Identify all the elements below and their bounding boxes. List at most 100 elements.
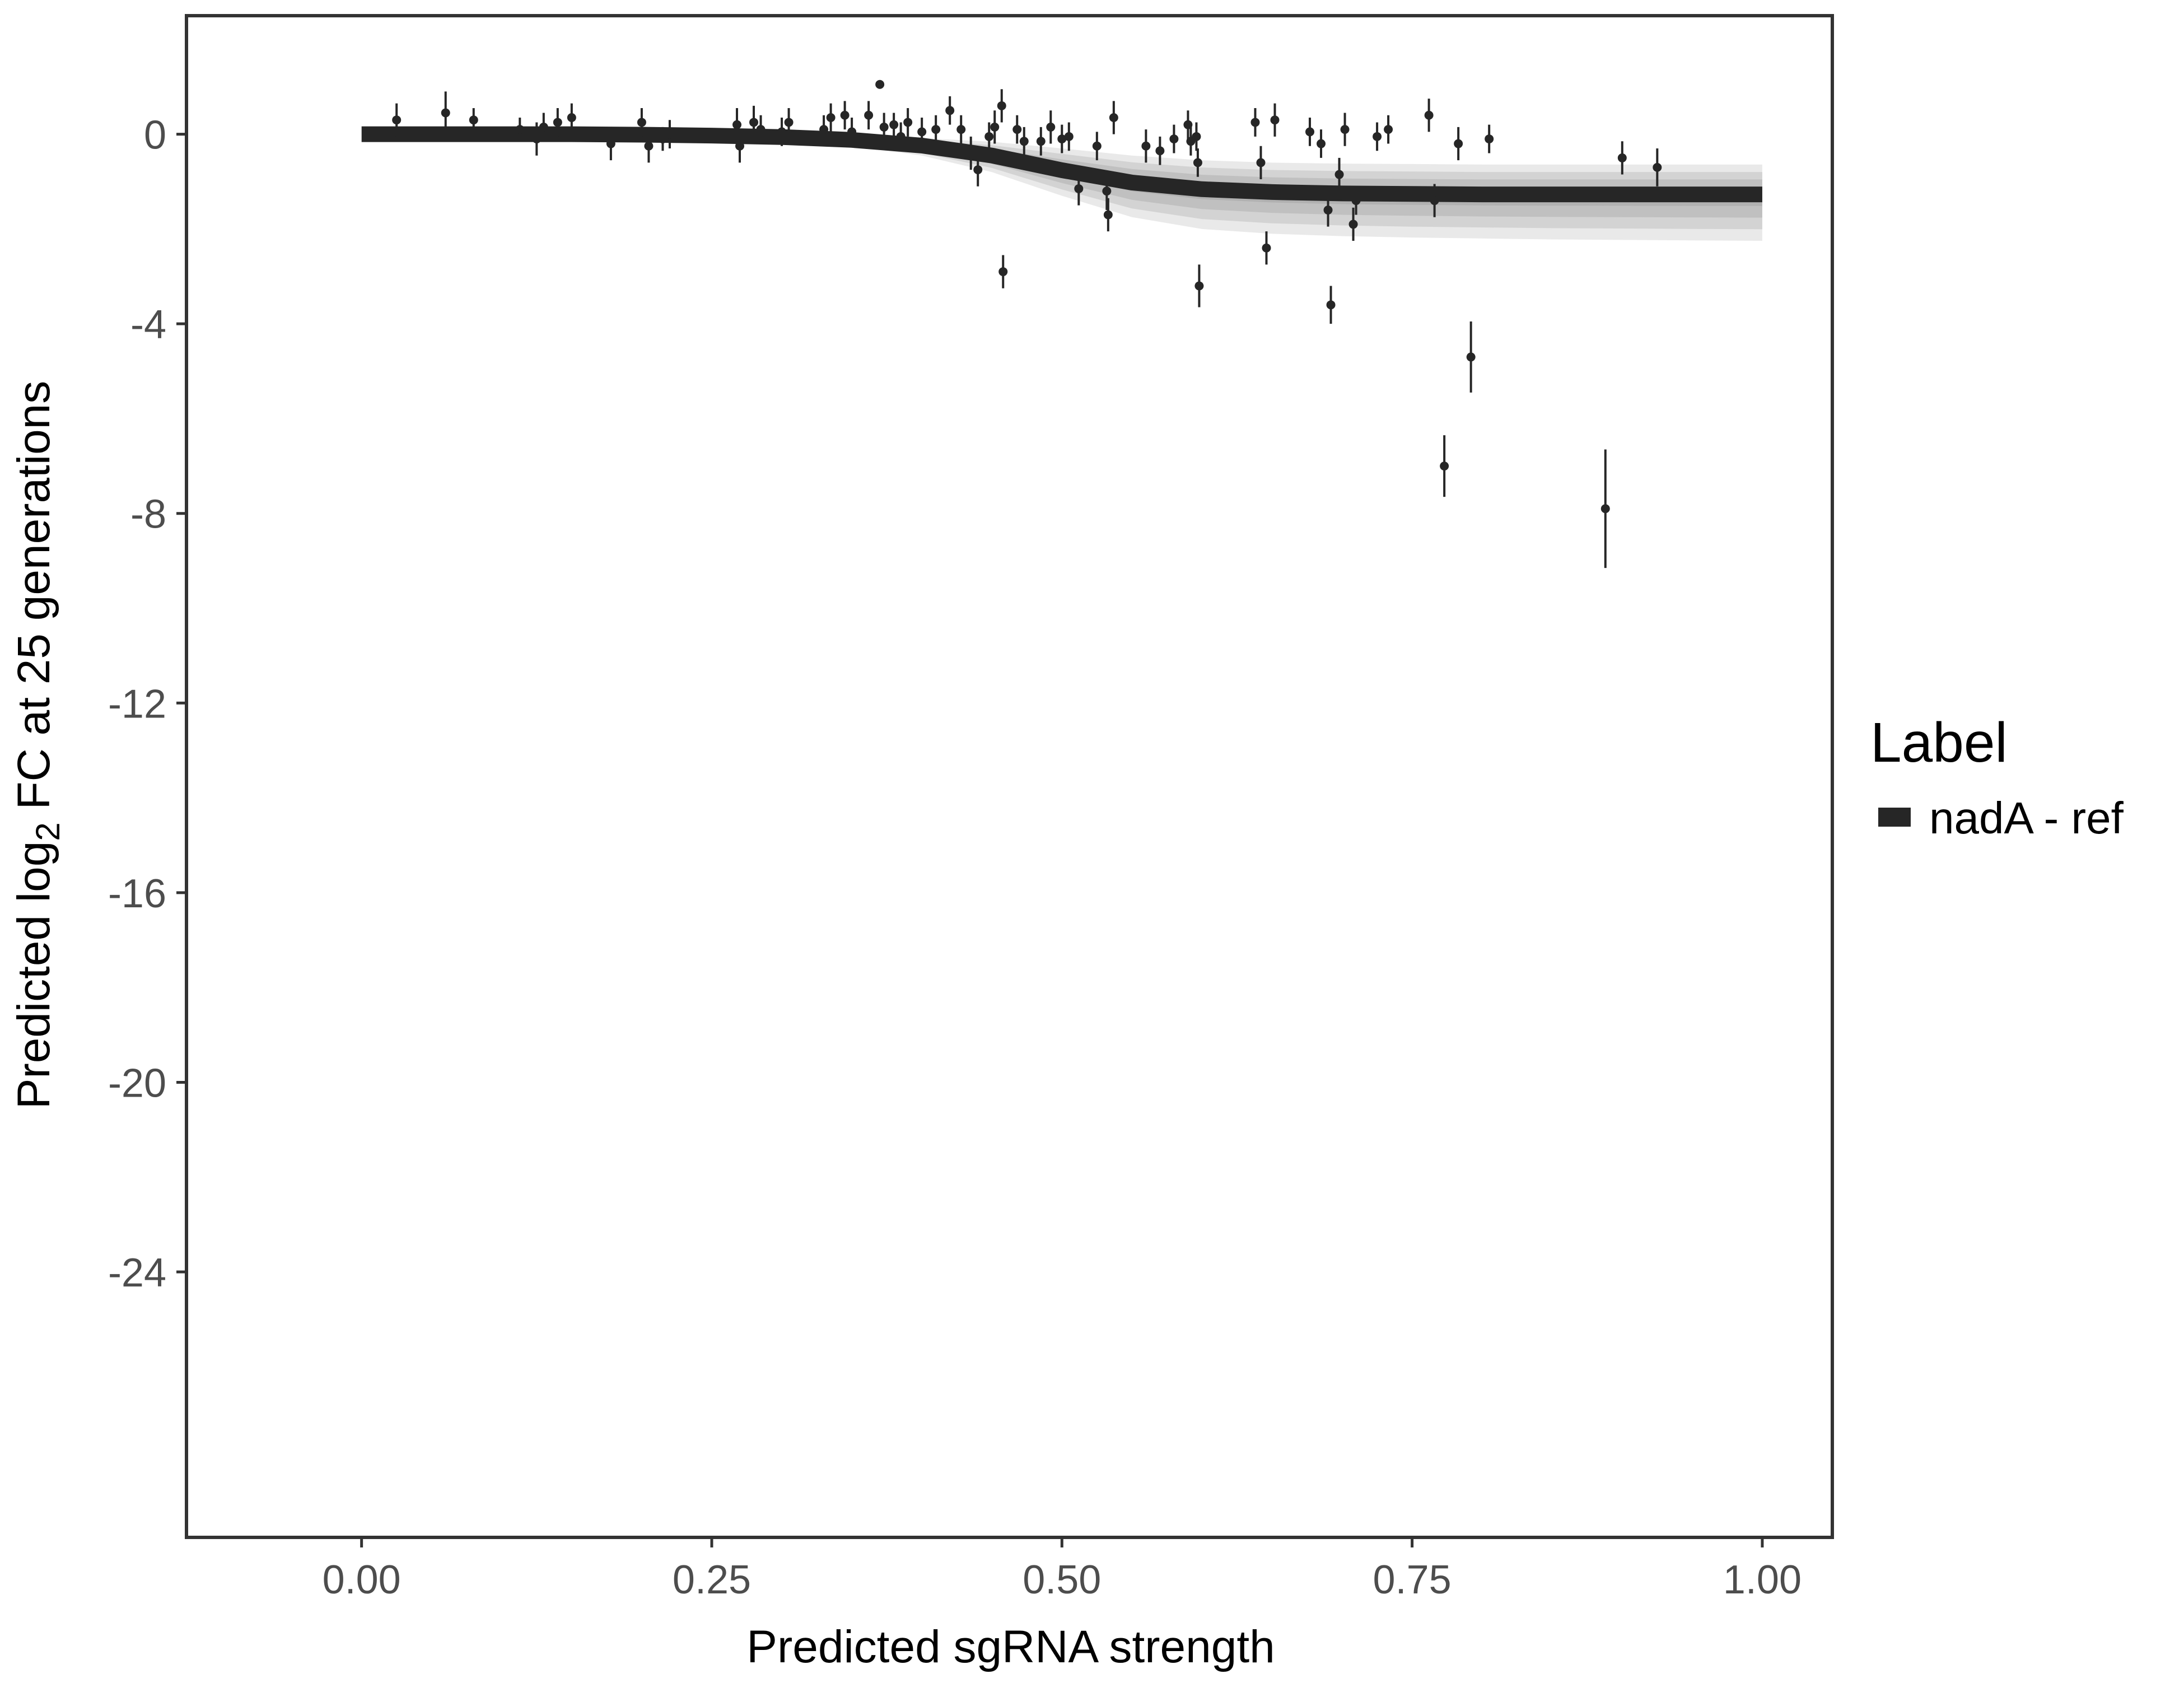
- data-point-20: [819, 115, 829, 144]
- point-marker: [1250, 118, 1260, 127]
- point-marker: [1373, 132, 1382, 141]
- data-point-54: [1183, 110, 1193, 139]
- y-axis-title-prefix: Predicted log: [8, 841, 59, 1109]
- data-point-56: [1192, 122, 1201, 151]
- point-marker: [392, 115, 402, 125]
- point-marker: [1192, 132, 1201, 141]
- data-point-60: [1256, 146, 1266, 180]
- data-point-59: [1250, 108, 1260, 137]
- point-marker: [1600, 504, 1610, 514]
- point-marker: [1454, 139, 1463, 148]
- data-point-44: [1057, 124, 1067, 153]
- point-marker: [879, 122, 889, 132]
- data-point-23: [847, 117, 857, 146]
- x-axis-title: Predicted sgRNA strength: [746, 1621, 1275, 1672]
- fit-curve-nadA-ref: [361, 126, 1762, 203]
- point-marker: [1466, 352, 1476, 362]
- point-marker: [896, 132, 906, 141]
- legend-title: Label: [1870, 711, 2008, 774]
- point-marker: [1305, 127, 1315, 137]
- point-marker: [777, 127, 787, 137]
- data-point-81: [1653, 148, 1662, 187]
- point-marker: [998, 267, 1008, 277]
- point-marker: [1326, 300, 1336, 310]
- x-tick-label: 0.00: [323, 1558, 401, 1602]
- point-marker: [784, 118, 794, 127]
- point-marker: [1340, 125, 1350, 134]
- data-point-69: [1348, 207, 1358, 241]
- point-marker: [966, 148, 976, 158]
- plot-panel-border: [185, 14, 1834, 1539]
- point-marker: [532, 134, 542, 144]
- data-point-76: [1454, 127, 1463, 161]
- fit-curve-layer: [361, 126, 1762, 203]
- data-point-28: [896, 122, 906, 151]
- data-point-33: [956, 115, 966, 144]
- data-point-7: [553, 108, 562, 137]
- data-point-15: [735, 129, 745, 163]
- data-point-10: [637, 108, 646, 137]
- point-marker: [1169, 134, 1179, 144]
- point-marker: [1351, 196, 1361, 206]
- data-point-22: [840, 101, 850, 130]
- data-point-47: [1092, 132, 1102, 161]
- data-point-29: [903, 108, 913, 137]
- y-axis-title: Predicted log2 FC at 25 generations: [8, 381, 67, 1109]
- y-tick-label: -24: [108, 1251, 166, 1295]
- fit-band-layer-2: [361, 134, 1762, 230]
- data-point-14: [732, 108, 742, 142]
- point-marker: [1064, 132, 1074, 141]
- data-point-51: [1141, 129, 1151, 163]
- point-marker: [665, 129, 674, 139]
- y-axis-title-subscript: 2: [29, 822, 67, 841]
- data-point-62: [1270, 103, 1280, 137]
- point-marker: [984, 132, 994, 141]
- data-point-2: [441, 91, 450, 134]
- data-point-3: [469, 108, 478, 132]
- point-marker: [1430, 196, 1439, 206]
- point-marker: [553, 118, 562, 127]
- point-marker: [973, 165, 983, 175]
- data-point-31: [931, 115, 941, 144]
- point-marker: [819, 125, 829, 134]
- data-point-25: [875, 80, 885, 89]
- data-point-66: [1326, 286, 1336, 324]
- point-marker: [637, 118, 646, 127]
- point-marker: [875, 80, 885, 89]
- data-point-18: [777, 117, 787, 146]
- data-point-35: [973, 153, 983, 187]
- point-marker: [756, 125, 766, 134]
- data-point-53: [1169, 124, 1179, 153]
- data-point-34: [966, 136, 976, 170]
- data-point-65: [1323, 193, 1333, 227]
- y-axis-title-suffix: FC at 25 generations: [8, 381, 59, 823]
- fit-band-layer-1: [361, 134, 1762, 241]
- data-point-72: [1384, 115, 1393, 144]
- data-point-67: [1334, 157, 1344, 192]
- data-point-4: [515, 117, 525, 142]
- y-tick-label: -8: [130, 492, 166, 537]
- data-point-79: [1600, 449, 1610, 568]
- point-marker: [1155, 146, 1165, 156]
- legend-label-nadA-ref: nadA - ref: [1929, 793, 2124, 843]
- point-marker: [1424, 110, 1434, 120]
- point-marker: [606, 139, 615, 148]
- data-point-43: [1046, 110, 1056, 144]
- data-point-36: [984, 122, 994, 151]
- data-point-37: [990, 110, 1000, 144]
- data-point-71: [1373, 122, 1382, 151]
- point-marker: [1057, 134, 1067, 144]
- point-marker: [567, 113, 576, 122]
- point-marker: [1485, 134, 1494, 144]
- data-point-39: [998, 255, 1008, 288]
- point-marker: [990, 122, 1000, 132]
- point-marker: [1270, 115, 1280, 125]
- point-marker: [1092, 141, 1102, 151]
- point-marker: [1103, 210, 1113, 220]
- data-point-78: [1485, 124, 1494, 153]
- data-point-70: [1351, 186, 1361, 215]
- point-marker: [1348, 220, 1358, 229]
- point-marker: [847, 127, 857, 137]
- point-marker: [749, 118, 759, 127]
